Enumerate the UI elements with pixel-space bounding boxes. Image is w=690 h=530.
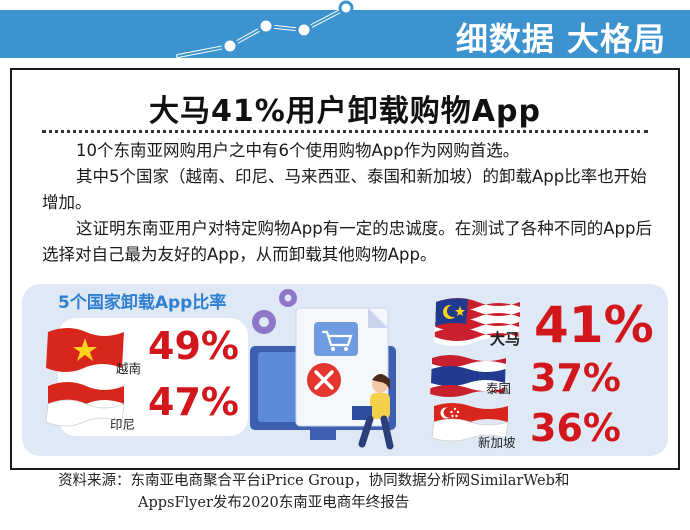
- country-name-vietnam: 越南: [116, 361, 142, 376]
- percent-thailand: 37%: [530, 356, 621, 400]
- paragraph-3: 这证明东南亚用户对特定购物App有一定的忠诚度。在测试了各种不同的App后选择对…: [42, 216, 654, 268]
- infographic-title: 5个国家卸载App比率: [58, 293, 227, 313]
- percent-malaysia: 41%: [534, 296, 654, 354]
- vietnam-flag-icon: [46, 328, 124, 372]
- header-title: 细数据 大格局: [455, 20, 666, 58]
- paragraph-1-text: 10个东南亚网购用户之中有6个使用购物App作为网购首选。: [76, 141, 520, 160]
- frame-top-border: [10, 68, 680, 70]
- country-name-thailand: 泰国: [486, 381, 512, 396]
- malaysia-flag-icon: [434, 298, 520, 346]
- header-bar: [0, 10, 690, 58]
- percent-vietnam: 49%: [148, 324, 239, 368]
- singapore-flag-icon: [431, 403, 509, 442]
- header: 细数据 大格局: [0, 0, 690, 64]
- headline: 大马41%用户卸载购物App: [149, 94, 541, 129]
- source-line-1: 资料来源：东南亚电商聚合平台iPrice Group，协同数据分析网Simila…: [58, 473, 570, 489]
- percent-singapore: 36%: [530, 406, 621, 450]
- source-note: 资料来源：东南亚电商聚合平台iPrice Group，协同数据分析网Simila…: [58, 470, 678, 514]
- percent-indonesia: 47%: [148, 380, 239, 424]
- country-name-indonesia: 印尼: [110, 417, 136, 432]
- source-line-2: AppsFlyer发布2020东南亚电商年终报告: [138, 495, 410, 511]
- shopping-app-uninstall-illustration: [250, 289, 396, 450]
- indonesia-flag-icon: [45, 382, 125, 427]
- country-name-singapore: 新加坡: [478, 435, 516, 450]
- country-name-malaysia: 大马: [490, 330, 521, 348]
- paragraph-2-text: 其中5个国家（越南、印尼、马来西亚、泰国和新加坡）的卸载App比率也开始增加。: [42, 167, 647, 212]
- thailand-flag-icon: [430, 355, 506, 397]
- dotted-divider: [42, 130, 648, 133]
- line-chart-icon: [176, 0, 354, 58]
- paragraph-3-text: 这证明东南亚用户对特定购物App有一定的忠诚度。在测试了各种不同的App后选择对…: [42, 219, 652, 264]
- paragraph-1: 10个东南亚网购用户之中有6个使用购物App作为网购首选。: [42, 138, 654, 164]
- content-frame: [10, 68, 680, 470]
- paragraph-2: 其中5个国家（越南、印尼、马来西亚、泰国和新加坡）的卸载App比率也开始增加。: [42, 164, 654, 216]
